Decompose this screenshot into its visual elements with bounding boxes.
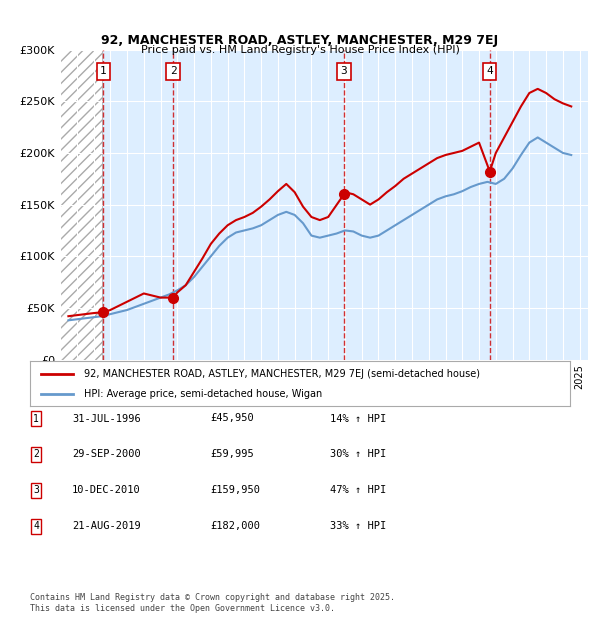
Text: £159,950: £159,950	[210, 485, 260, 495]
Text: 2: 2	[33, 450, 39, 459]
Bar	[60, 50, 102, 360]
Text: 2: 2	[170, 66, 176, 76]
Text: 4: 4	[487, 66, 493, 76]
Text: Contains HM Land Registry data © Crown copyright and database right 2025.
This d: Contains HM Land Registry data © Crown c…	[30, 593, 395, 613]
Text: 14% ↑ HPI: 14% ↑ HPI	[330, 414, 386, 423]
Text: £45,950: £45,950	[210, 414, 254, 423]
Bar	[60, 50, 102, 360]
Text: 4: 4	[33, 521, 39, 531]
Text: 47% ↑ HPI: 47% ↑ HPI	[330, 485, 386, 495]
Text: 29-SEP-2000: 29-SEP-2000	[72, 450, 141, 459]
Text: £59,995: £59,995	[210, 450, 254, 459]
Text: 1: 1	[33, 414, 39, 423]
Text: 92, MANCHESTER ROAD, ASTLEY, MANCHESTER, M29 7EJ: 92, MANCHESTER ROAD, ASTLEY, MANCHESTER,…	[101, 34, 499, 47]
Text: 31-JUL-1996: 31-JUL-1996	[72, 414, 141, 423]
Text: 3: 3	[33, 485, 39, 495]
Text: 10-DEC-2010: 10-DEC-2010	[72, 485, 141, 495]
Text: 92, MANCHESTER ROAD, ASTLEY, MANCHESTER, M29 7EJ (semi-detached house): 92, MANCHESTER ROAD, ASTLEY, MANCHESTER,…	[84, 369, 480, 379]
Text: £182,000: £182,000	[210, 521, 260, 531]
Text: 33% ↑ HPI: 33% ↑ HPI	[330, 521, 386, 531]
Text: HPI: Average price, semi-detached house, Wigan: HPI: Average price, semi-detached house,…	[84, 389, 322, 399]
Text: 3: 3	[341, 66, 347, 76]
Text: 30% ↑ HPI: 30% ↑ HPI	[330, 450, 386, 459]
Text: 21-AUG-2019: 21-AUG-2019	[72, 521, 141, 531]
Text: Price paid vs. HM Land Registry's House Price Index (HPI): Price paid vs. HM Land Registry's House …	[140, 45, 460, 55]
Text: 1: 1	[100, 66, 107, 76]
